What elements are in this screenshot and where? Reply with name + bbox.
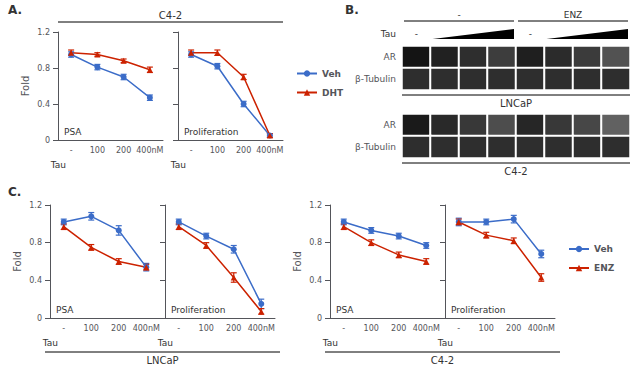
- svg-text:Tau: Tau: [322, 338, 338, 348]
- svg-text:0.4: 0.4: [309, 276, 322, 285]
- svg-text:β-Tubulin: β-Tubulin: [355, 74, 396, 84]
- svg-text:200: 200: [391, 324, 406, 333]
- svg-text:400nM: 400nM: [136, 146, 163, 155]
- svg-text:400nM: 400nM: [133, 324, 160, 333]
- svg-text:1.2: 1.2: [29, 201, 42, 210]
- svg-text:400nM: 400nM: [413, 324, 440, 333]
- svg-text:400nM: 400nM: [248, 324, 275, 333]
- svg-text:0: 0: [45, 136, 50, 145]
- svg-text:-: -: [342, 324, 345, 333]
- svg-text:Proliferation: Proliferation: [171, 305, 225, 315]
- svg-text:ENZ: ENZ: [564, 10, 583, 20]
- svg-text:0.4: 0.4: [29, 276, 42, 285]
- svg-text:DHT: DHT: [322, 88, 344, 98]
- svg-text:400nM: 400nM: [256, 146, 283, 155]
- svg-text:Tau: Tau: [170, 160, 186, 170]
- svg-text:-: -: [415, 29, 418, 39]
- svg-text:C.: C.: [8, 185, 21, 199]
- svg-text:Tau: Tau: [380, 29, 396, 39]
- svg-text:PSA: PSA: [64, 127, 82, 137]
- svg-text:-: -: [190, 146, 193, 155]
- svg-text:0.8: 0.8: [29, 238, 42, 247]
- svg-text:PSA: PSA: [336, 305, 354, 315]
- svg-text:1.2: 1.2: [309, 201, 322, 210]
- svg-text:Proliferation: Proliferation: [451, 305, 505, 315]
- svg-text:LNCaP: LNCaP: [500, 98, 532, 109]
- svg-text:100: 100: [479, 324, 494, 333]
- svg-text:0: 0: [37, 314, 42, 323]
- svg-text:200: 200: [236, 146, 251, 155]
- svg-text:-: -: [529, 29, 532, 39]
- svg-text:Tau: Tau: [50, 160, 66, 170]
- svg-text:100: 100: [84, 324, 99, 333]
- svg-text:0.8: 0.8: [309, 238, 322, 247]
- svg-text:0.8: 0.8: [37, 64, 50, 73]
- svg-text:Tau: Tau: [437, 338, 453, 348]
- svg-text:C4-2: C4-2: [504, 166, 527, 177]
- svg-text:1.2: 1.2: [37, 28, 50, 37]
- svg-text:β-Tubulin: β-Tubulin: [355, 142, 396, 152]
- svg-text:AR: AR: [384, 120, 396, 130]
- svg-text:PSA: PSA: [56, 305, 74, 315]
- svg-text:Fold: Fold: [292, 251, 303, 272]
- svg-text:0.4: 0.4: [37, 100, 50, 109]
- svg-text:Veh: Veh: [594, 244, 613, 254]
- svg-text:-: -: [457, 10, 460, 20]
- svg-text:ENZ: ENZ: [594, 263, 615, 273]
- svg-text:Proliferation: Proliferation: [184, 127, 238, 137]
- svg-text:Tau: Tau: [157, 338, 173, 348]
- svg-text:-: -: [70, 146, 73, 155]
- svg-text:C4-2: C4-2: [159, 10, 182, 21]
- svg-text:200: 200: [226, 324, 241, 333]
- svg-text:0: 0: [317, 314, 322, 323]
- svg-text:200: 200: [111, 324, 126, 333]
- svg-text:Fold: Fold: [20, 76, 31, 97]
- svg-text:C4-2: C4-2: [431, 355, 454, 366]
- svg-text:AR: AR: [384, 52, 396, 62]
- svg-text:100: 100: [199, 324, 214, 333]
- svg-text:200: 200: [506, 324, 521, 333]
- svg-text:LNCaP: LNCaP: [146, 355, 178, 366]
- svg-text:-: -: [457, 324, 460, 333]
- svg-text:B.: B.: [345, 3, 359, 17]
- svg-text:Veh: Veh: [322, 69, 341, 79]
- svg-text:100: 100: [364, 324, 379, 333]
- svg-text:200: 200: [116, 146, 131, 155]
- svg-text:-: -: [177, 324, 180, 333]
- svg-text:A.: A.: [8, 3, 22, 17]
- svg-text:Fold: Fold: [12, 251, 23, 272]
- svg-text:100: 100: [90, 146, 105, 155]
- svg-text:-: -: [62, 324, 65, 333]
- svg-text:Tau: Tau: [42, 338, 58, 348]
- svg-text:400nM: 400nM: [528, 324, 555, 333]
- svg-text:100: 100: [210, 146, 225, 155]
